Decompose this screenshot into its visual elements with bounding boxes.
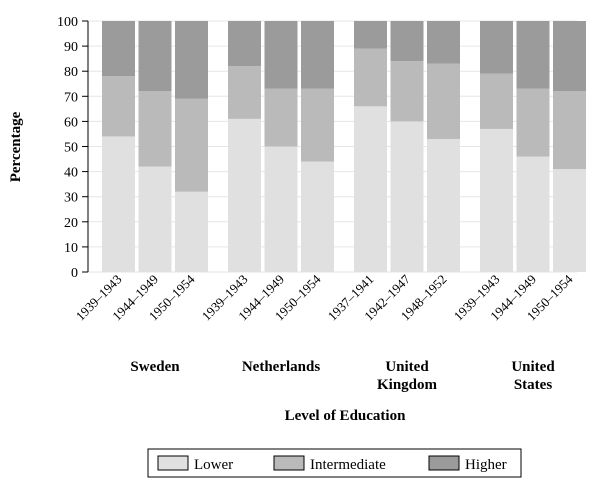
bar-segment-higher: [480, 21, 513, 74]
bar-segment-higher: [516, 21, 550, 89]
group-labels: Sweden Netherlands United Kingdom United Stat…: [130, 359, 555, 393]
bar-segment-higher: [102, 21, 135, 77]
bar-segment-higher: [553, 21, 586, 92]
legend-swatch-higher: [428, 455, 460, 471]
bar-segment-higher: [264, 21, 298, 89]
bars: [102, 21, 586, 273]
bar-segment-higher: [427, 21, 460, 64]
y-tick-label: 40: [64, 166, 78, 181]
bar-segment-lower: [354, 106, 387, 272]
bar-segment-higher: [354, 21, 387, 49]
y-tick-label: 60: [64, 115, 78, 130]
bar-segment-intermediate: [138, 91, 172, 167]
bar-segment-lower: [264, 146, 298, 272]
bar-segment-intermediate: [175, 98, 208, 192]
axes: [82, 20, 89, 273]
bar-segment-intermediate: [553, 91, 586, 170]
bar-segment-lower: [138, 166, 172, 272]
bar-segment-intermediate: [480, 73, 513, 129]
group-label: United: [511, 359, 555, 375]
bar-segment-intermediate: [516, 88, 550, 157]
y-tick-label: 80: [64, 65, 78, 80]
y-tick-label: 100: [57, 15, 78, 30]
y-tick-label: 70: [64, 90, 78, 105]
bar-segment-lower: [516, 156, 550, 272]
bar-segment-intermediate: [264, 88, 298, 147]
bar-segment-lower: [102, 136, 135, 272]
bar-segment-lower: [553, 169, 586, 272]
x-axis-title: Level of Education: [285, 408, 406, 424]
bar-segment-lower: [427, 138, 460, 272]
y-tick-labels: 0 10 20 30 40 50 60 70 80 90 100: [57, 15, 78, 281]
bar-segment-intermediate: [390, 61, 424, 122]
bar-segment-intermediate: [301, 88, 334, 162]
y-axis-title: Percentage: [8, 111, 24, 182]
bar-segment-intermediate: [354, 48, 387, 107]
bar-segment-intermediate: [228, 66, 261, 119]
group-label: Netherlands: [242, 359, 320, 375]
legend-label-lower: Lower: [194, 457, 233, 473]
group-label: Sweden: [130, 359, 180, 375]
y-tick-label: 20: [64, 216, 78, 231]
bar-segment-higher: [301, 21, 334, 89]
legend-swatch-lower: [157, 455, 189, 471]
bar-segment-lower: [480, 128, 513, 272]
group-label: States: [514, 377, 552, 393]
bar-segment-intermediate: [102, 76, 135, 137]
legend-label-higher: Higher: [465, 457, 507, 473]
bar-segment-higher: [138, 21, 172, 92]
legend-swatch-intermediate: [273, 455, 305, 471]
bar-segment-lower: [390, 121, 424, 273]
y-tick-label: 90: [64, 40, 78, 55]
legend-label-intermediate: Intermediate: [310, 457, 386, 473]
bar-segment-higher: [228, 21, 261, 67]
y-tick-label: 10: [64, 241, 78, 256]
bar-segment-lower: [228, 118, 261, 272]
bar-segment-intermediate: [427, 63, 460, 139]
y-tick-label: 0: [71, 266, 78, 281]
legend: Lower Intermediate Higher: [147, 448, 522, 478]
bar-segment-lower: [301, 161, 334, 272]
bar-segment-lower: [175, 191, 208, 272]
y-tick-label: 50: [64, 141, 78, 156]
bar-segment-higher: [390, 21, 424, 62]
group-label: Kingdom: [377, 377, 438, 393]
y-tick-label: 30: [64, 191, 78, 206]
bar-segment-higher: [175, 21, 208, 99]
group-label: United: [385, 359, 429, 375]
